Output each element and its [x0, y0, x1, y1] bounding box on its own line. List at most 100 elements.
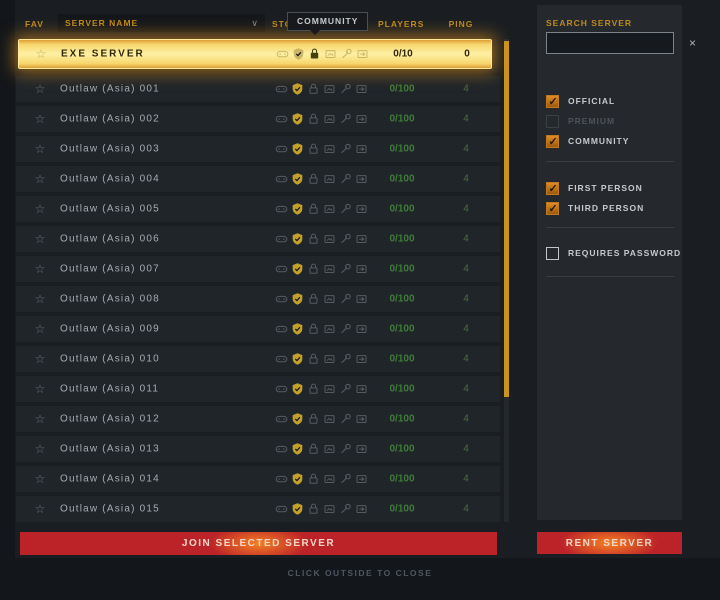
ping-value: 4: [463, 473, 469, 485]
filter-premium[interactable]: PREMIUM: [546, 114, 615, 128]
filter-sidebar: SEARCH SERVER × OFFICIAL PREMIUM COMMUNI…: [537, 5, 696, 520]
search-server-label: SEARCH SERVER: [546, 18, 633, 28]
favorite-star-icon[interactable]: ☆: [34, 202, 46, 216]
column-header-players: PLAYERS: [378, 19, 425, 29]
server-row[interactable]: ☆ Outlaw (Asia) 001 0/100 4: [16, 76, 500, 102]
favorite-star-icon[interactable]: ☆: [34, 442, 46, 456]
scrollbar-track[interactable]: [504, 39, 509, 522]
favorite-star-icon[interactable]: ☆: [34, 262, 46, 276]
favorite-star-icon[interactable]: ☆: [34, 82, 46, 96]
server-badges: [275, 262, 368, 276]
server-badges: [275, 412, 368, 426]
shield-check-icon: [292, 172, 303, 186]
checkbox-icon[interactable]: [546, 134, 559, 148]
server-row[interactable]: ☆ Outlaw (Asia) 008 0/100 4: [16, 286, 500, 312]
shield-check-icon: [292, 112, 303, 126]
screen-arrow-icon: [356, 175, 367, 184]
column-header-server-name[interactable]: SERVER NAME ∨: [58, 14, 265, 32]
wrench-icon: [341, 143, 351, 154]
rent-server-button[interactable]: RENT SERVER: [537, 532, 682, 554]
checkbox-icon[interactable]: [546, 181, 559, 195]
screen-arrow-icon: [356, 85, 367, 94]
favorite-star-icon[interactable]: ☆: [34, 382, 46, 396]
filter-label: REQUIRES PASSWORD: [568, 248, 682, 258]
players-count: 0/10: [393, 48, 413, 60]
server-badges: [275, 172, 368, 186]
lock-icon: [309, 473, 318, 484]
server-badges: [275, 202, 368, 216]
checkbox-icon[interactable]: [546, 201, 559, 215]
server-name: Outlaw (Asia) 008: [60, 293, 160, 305]
server-name: Outlaw (Asia) 003: [60, 143, 160, 155]
favorite-star-icon[interactable]: ☆: [34, 502, 46, 516]
server-row[interactable]: ☆ Outlaw (Asia) 015 0/100 4: [16, 496, 500, 522]
gamepad-icon: [275, 205, 288, 213]
favorite-star-icon[interactable]: ☆: [35, 47, 47, 61]
server-row[interactable]: ☆ Outlaw (Asia) 004 0/100 4: [16, 166, 500, 192]
server-row[interactable]: ☆ Outlaw (Asia) 005 0/100 4: [16, 196, 500, 222]
checkbox-icon[interactable]: [546, 246, 559, 260]
lock-icon: [309, 383, 318, 394]
checkbox-icon[interactable]: [546, 94, 559, 108]
filter-community[interactable]: COMMUNITY: [546, 134, 629, 148]
map-screen-icon: [324, 205, 335, 214]
favorite-star-icon[interactable]: ☆: [34, 232, 46, 246]
favorite-star-icon[interactable]: ☆: [34, 142, 46, 156]
search-box: ×: [546, 32, 696, 54]
server-row[interactable]: ☆ Outlaw (Asia) 014 0/100 4: [16, 466, 500, 492]
server-name: Outlaw (Asia) 007: [60, 263, 160, 275]
filter-label: PREMIUM: [568, 116, 616, 126]
server-row[interactable]: ☆ Outlaw (Asia) 010 0/100 4: [16, 346, 500, 372]
lock-icon: [310, 48, 319, 60]
players-count: 0/100: [389, 323, 415, 335]
lock-icon: [309, 293, 318, 304]
screen-arrow-icon: [356, 235, 367, 244]
lock-icon: [309, 203, 318, 214]
favorite-star-icon[interactable]: ☆: [34, 352, 46, 366]
server-row[interactable]: ☆ Outlaw (Asia) 012 0/100 4: [16, 406, 500, 432]
gamepad-icon: [275, 295, 288, 303]
players-count: 0/100: [389, 413, 415, 425]
gamepad-icon: [275, 505, 288, 513]
join-selected-server-button[interactable]: JOIN SELECTED SERVER: [20, 532, 497, 555]
divider: [546, 227, 674, 228]
map-screen-icon: [324, 115, 335, 124]
ping-value: 4: [463, 353, 469, 365]
selected-server-row[interactable]: ☆ EXE SERVER 0/10 0: [18, 39, 492, 69]
wrench-icon: [341, 263, 351, 274]
server-row[interactable]: ☆ Outlaw (Asia) 002 0/100 4: [16, 106, 500, 132]
server-list: ☆ Outlaw (Asia) 001 0/100 4 ☆ Outlaw (As…: [16, 76, 500, 526]
shield-check-icon: [292, 142, 303, 156]
map-screen-icon: [324, 445, 335, 454]
wrench-icon: [341, 323, 351, 334]
favorite-star-icon[interactable]: ☆: [34, 322, 46, 336]
screen-arrow-icon: [356, 475, 367, 484]
search-input[interactable]: [547, 33, 689, 53]
favorite-star-icon[interactable]: ☆: [34, 412, 46, 426]
filter-official[interactable]: OFFICIAL: [546, 94, 615, 108]
favorite-star-icon[interactable]: ☆: [34, 472, 46, 486]
wrench-icon: [341, 503, 351, 514]
server-row[interactable]: ☆ Outlaw (Asia) 013 0/100 4: [16, 436, 500, 462]
column-header-fav: FAV: [25, 19, 44, 29]
gamepad-icon: [275, 355, 288, 363]
server-row[interactable]: ☆ Outlaw (Asia) 011 0/100 4: [16, 376, 500, 402]
filter-requires-password[interactable]: REQUIRES PASSWORD: [546, 246, 681, 260]
ping-value: 4: [463, 443, 469, 455]
wrench-icon: [341, 173, 351, 184]
server-row[interactable]: ☆ Outlaw (Asia) 006 0/100 4: [16, 226, 500, 252]
server-row[interactable]: ☆ Outlaw (Asia) 003 0/100 4: [16, 136, 500, 162]
server-name: Outlaw (Asia) 013: [60, 443, 160, 455]
favorite-star-icon[interactable]: ☆: [34, 172, 46, 186]
filter-first-person[interactable]: FIRST PERSON: [546, 181, 643, 195]
filter-third-person[interactable]: THIRD PERSON: [546, 201, 644, 215]
scrollbar-thumb[interactable]: [504, 41, 509, 397]
favorite-star-icon[interactable]: ☆: [34, 292, 46, 306]
checkbox-icon[interactable]: [546, 114, 559, 128]
favorite-star-icon[interactable]: ☆: [34, 112, 46, 126]
server-row[interactable]: ☆ Outlaw (Asia) 009 0/100 4: [16, 316, 500, 342]
clear-search-icon[interactable]: ×: [689, 36, 697, 50]
lock-icon: [309, 83, 318, 94]
ping-value: 4: [463, 323, 469, 335]
server-row[interactable]: ☆ Outlaw (Asia) 007 0/100 4: [16, 256, 500, 282]
